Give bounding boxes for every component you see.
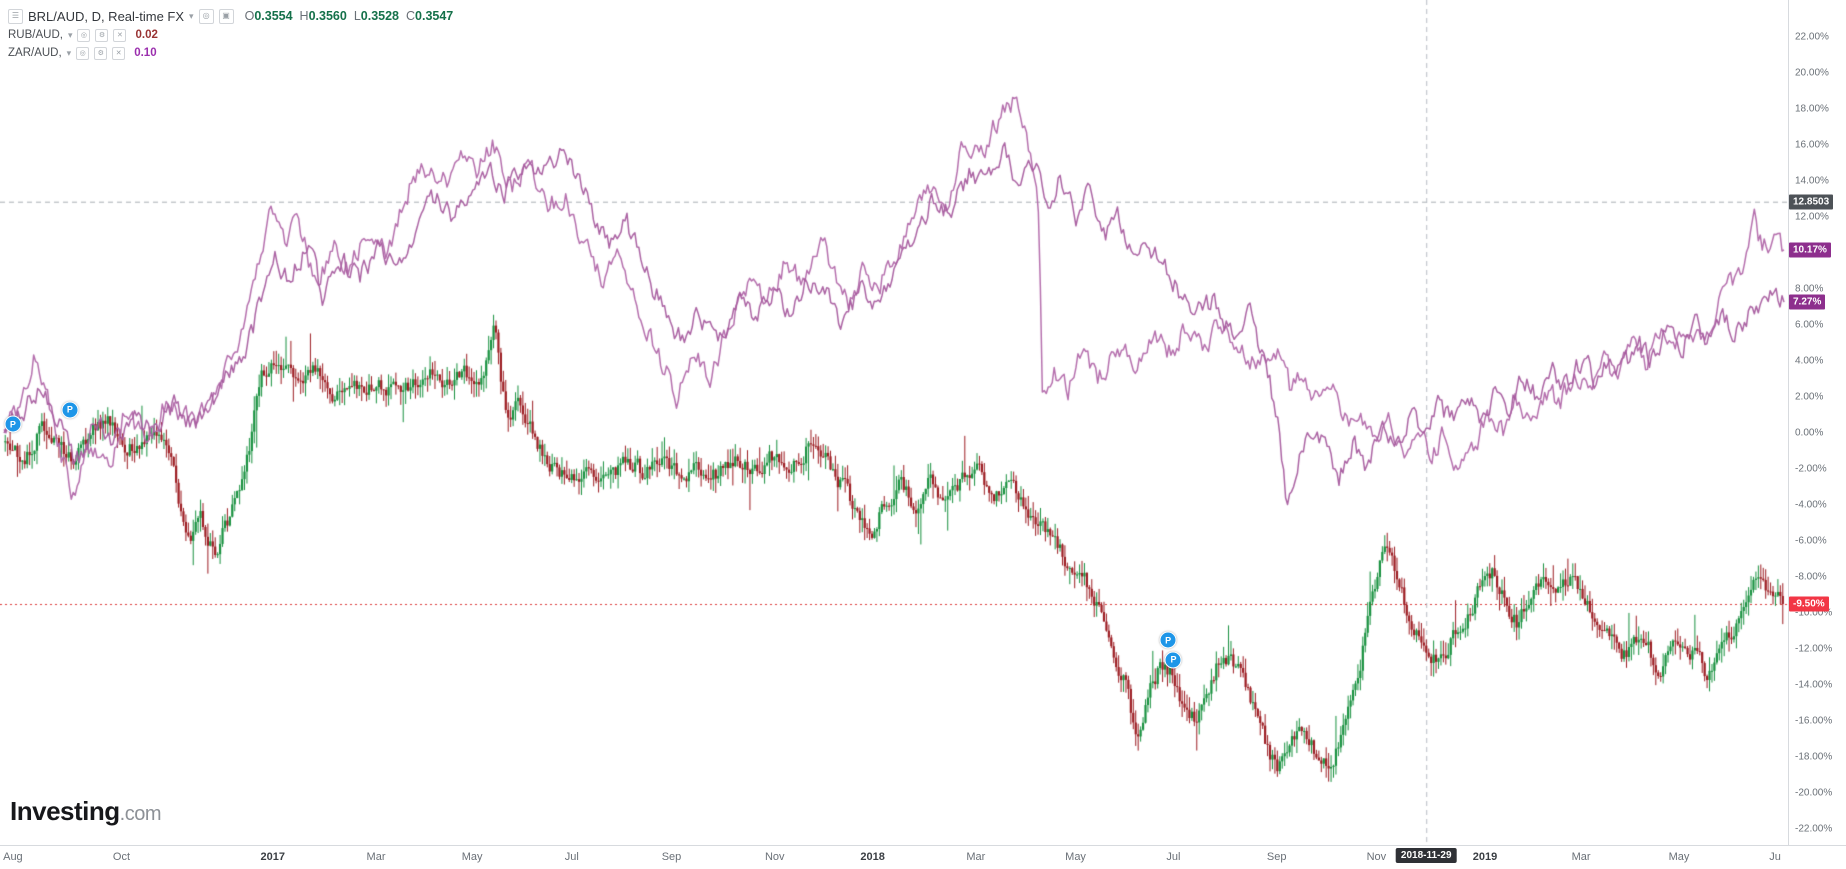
y-tick-label: -10.00% [1795, 607, 1833, 619]
y-axis[interactable]: 22.00%20.00%18.00%16.00%14.00%12.00%10.0… [1788, 0, 1846, 845]
eye-icon[interactable]: ◎ [76, 46, 90, 60]
overlay-label-zar[interactable]: ZAR/AUD, [8, 47, 62, 59]
y-tick-label: 18.00% [1795, 103, 1829, 115]
eye-icon[interactable]: ◎ [77, 28, 91, 42]
x-axis[interactable]: Aug Oct 2017 Mar May Jul Sep Nov 2018 Mar May Jul Se… [0, 845, 1846, 869]
y-tick-label: 8.00% [1795, 283, 1824, 295]
y-tick-label: -12.00% [1795, 643, 1833, 655]
x-tick-label: 2019 [1472, 851, 1498, 863]
x-tick-label: Nov [764, 851, 785, 863]
y-tick-label: 14.00% [1795, 175, 1829, 187]
y-tick-label: -22.00% [1795, 823, 1833, 835]
low-value: 0.3528 [360, 9, 399, 23]
x-tick-label: May [461, 851, 483, 863]
x-tick-label: Aug [3, 851, 23, 863]
watermark-light: .com [119, 803, 162, 825]
close-icon[interactable]: ✕ [112, 46, 126, 60]
y-tick-label: -6.00% [1795, 535, 1827, 547]
x-tick-label: Mar [366, 851, 386, 863]
x-tick-label: Nov [1366, 851, 1387, 863]
overlay-value-rub: 0.02 [135, 29, 158, 41]
close-label: C [406, 9, 416, 23]
symbol-title[interactable]: BRL/AUD, D, Real-time FX [28, 8, 185, 24]
open-label: O [244, 9, 255, 23]
x-tick-label: May [1065, 851, 1086, 863]
price-axis-badge: 12.8503 [1789, 194, 1834, 210]
y-tick-label: 20.00% [1795, 67, 1829, 79]
vline-date-badge: 2018-11-29 [1395, 848, 1457, 863]
settings-icon[interactable]: ⚙ [94, 46, 108, 60]
x-tick-label: Ju [1769, 851, 1781, 863]
close-value: 0.3547 [415, 9, 454, 23]
position-marker[interactable]: P [61, 401, 79, 419]
chevron-down-icon[interactable]: ▾ [66, 47, 72, 58]
x-tick-label: Mar [966, 851, 986, 863]
x-tick-label: Sep [1266, 851, 1287, 863]
y-tick-label: 16.00% [1795, 139, 1829, 151]
x-tick-label: Mar [1571, 851, 1591, 863]
y-tick-label: -18.00% [1795, 751, 1833, 763]
x-tick-label: Jul [564, 851, 579, 863]
y-tick-label: -14.00% [1795, 679, 1833, 691]
overlay-value-zar: 0.10 [134, 47, 157, 59]
x-tick-label: May [1668, 851, 1690, 863]
price-axis-badge: 10.17% [1789, 242, 1831, 258]
y-tick-label: -4.00% [1795, 499, 1827, 511]
y-tick-label: 2.00% [1795, 391, 1824, 403]
legend: ☰ BRL/AUD, D, Real-time FX ▾ ◎ ▣ O0.3554… [8, 6, 453, 62]
y-tick-label: 22.00% [1795, 31, 1829, 43]
x-tick-label: 2017 [260, 851, 286, 863]
y-tick-label: 4.00% [1795, 355, 1824, 367]
x-tick-label: Jul [1166, 851, 1181, 863]
x-tick-label: Oct [112, 851, 131, 863]
price-axis-badge: -9.50% [1789, 596, 1829, 612]
y-tick-label: 0.00% [1795, 427, 1824, 439]
main-series-row[interactable]: ☰ BRL/AUD, D, Real-time FX ▾ ◎ ▣ O0.3554… [8, 6, 453, 26]
chart-menu-icon[interactable]: ☰ [8, 8, 23, 24]
investing-watermark: Investing.com [10, 796, 161, 827]
low-label: L [353, 9, 361, 23]
overlay-label-rub[interactable]: RUB/AUD, [8, 29, 63, 41]
y-tick-label: 6.00% [1795, 319, 1824, 331]
close-icon[interactable]: ✕ [113, 28, 127, 42]
overlay-row-zar[interactable]: ZAR/AUD, ▾ ◎ ⚙ ✕ 0.10 [8, 44, 453, 62]
watermark-bold: Investing [10, 796, 120, 826]
chevron-down-icon[interactable]: ▾ [67, 29, 73, 40]
settings-icon[interactable]: ⚙ [95, 28, 109, 42]
open-value: 0.3554 [254, 9, 293, 23]
y-tick-label: -2.00% [1795, 463, 1827, 475]
y-tick-label: -8.00% [1795, 571, 1827, 583]
position-marker[interactable]: P [1164, 651, 1182, 669]
y-tick-label: -16.00% [1795, 715, 1833, 727]
series-settings-icon[interactable]: ▣ [218, 8, 234, 24]
x-tick-label: Sep [661, 851, 682, 863]
position-marker[interactable]: P [1159, 631, 1177, 649]
visibility-icon[interactable]: ◎ [198, 8, 214, 24]
overlay-row-rub[interactable]: RUB/AUD, ▾ ◎ ⚙ ✕ 0.02 [8, 26, 453, 44]
ohlc-readout: O0.3554 H0.3560 L0.3528 C0.3547 [245, 9, 454, 23]
price-axis-badge: 7.27% [1789, 294, 1826, 310]
y-tick-label: -20.00% [1795, 787, 1833, 799]
position-marker[interactable]: P [4, 415, 22, 433]
x-tick-label: 2018 [860, 851, 885, 863]
high-label: H [299, 9, 309, 23]
chevron-down-icon[interactable]: ▾ [189, 10, 194, 21]
high-value: 0.3560 [308, 9, 347, 23]
y-tick-label: 12.00% [1795, 211, 1829, 223]
price-chart-canvas[interactable] [0, 0, 1788, 845]
